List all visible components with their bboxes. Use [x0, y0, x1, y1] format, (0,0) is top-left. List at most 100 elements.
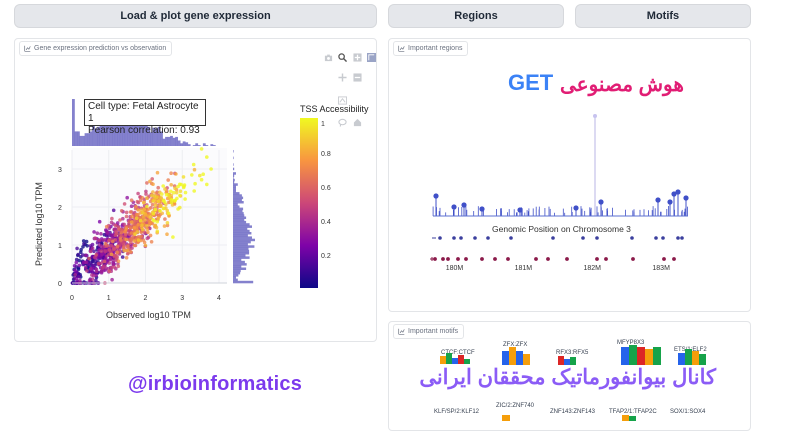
scatter-point — [183, 190, 188, 195]
scatter-point — [151, 211, 156, 216]
scatter-point — [88, 249, 93, 254]
logo-zfx — [502, 347, 530, 365]
scatter-point — [122, 248, 126, 253]
marginal-bar — [140, 123, 143, 146]
marginal-bar — [185, 142, 189, 146]
marginal-bar — [175, 136, 178, 146]
marginal-bar — [233, 236, 252, 239]
scatter-point — [150, 202, 155, 207]
x-tick-label: 4 — [217, 295, 221, 302]
scatter-point — [165, 221, 170, 225]
marginal-bar — [233, 280, 254, 284]
lasso-icon[interactable] — [338, 118, 347, 127]
scatter-point — [121, 216, 125, 221]
scatter-point — [76, 252, 80, 257]
y-axis-label: Predicted log10 TPM — [34, 182, 44, 266]
scatter-point — [178, 193, 182, 198]
scatter-point — [128, 210, 133, 214]
scatter-point — [205, 155, 209, 159]
regions-button[interactable]: Regions — [388, 4, 564, 28]
watermark-handle: @irbioinformatics — [128, 373, 303, 395]
panel-tag: Important regions — [393, 41, 469, 56]
region-x-tick-label: 183M — [652, 265, 670, 272]
marginal-bar — [114, 118, 118, 146]
scatter-point — [115, 250, 119, 254]
scatter-point — [135, 219, 139, 223]
marginal-bar — [233, 194, 242, 197]
scatter-point — [140, 195, 144, 200]
reset-axes-icon[interactable] — [338, 96, 347, 105]
track-dot — [441, 257, 445, 261]
scatter-point — [152, 219, 156, 223]
colorbar — [300, 118, 318, 288]
autoscale-icon[interactable] — [367, 53, 376, 62]
scatter-point — [81, 253, 85, 257]
load-plot-button[interactable]: Load & plot gene expression — [14, 4, 377, 28]
marginal-bar — [109, 118, 113, 146]
y-tick-label: 1 — [58, 243, 62, 250]
scatter-point — [152, 194, 156, 198]
scatter-point — [122, 202, 127, 206]
scatter-point — [163, 200, 167, 204]
zoom-out-icon[interactable] — [353, 73, 362, 82]
scatter-point — [173, 198, 177, 203]
scatter-point — [153, 207, 158, 212]
scatter-point — [111, 208, 116, 213]
scatter-point — [79, 250, 83, 255]
regions-panel: Important regions — [388, 38, 751, 312]
zoom-in-icon[interactable] — [353, 53, 362, 62]
region-dot — [671, 191, 677, 197]
scatter-point — [124, 232, 128, 237]
scatter-point — [111, 239, 115, 244]
panel-tag-label: Important regions — [408, 45, 463, 52]
track-dot — [456, 257, 460, 261]
scatter-point — [132, 239, 137, 243]
zoom-icon[interactable] — [338, 53, 347, 62]
scatter-point — [129, 250, 133, 254]
marginal-bar — [233, 212, 244, 215]
scatter-point — [90, 277, 95, 281]
track-dot — [534, 257, 538, 261]
scatter-point — [89, 267, 93, 271]
scatter-point — [93, 236, 98, 240]
region-x-tick-label: 181M — [515, 265, 533, 272]
regions-chart: Genomic Position on Chromosome 3 180M 181… — [430, 114, 689, 272]
marginal-bar — [233, 227, 248, 231]
marginal-bar — [233, 240, 251, 244]
marginal-bar — [117, 121, 121, 146]
pan-icon[interactable] — [338, 73, 347, 82]
scatter-point — [139, 230, 143, 234]
camera-icon[interactable] — [324, 53, 333, 62]
scatter-point — [132, 243, 137, 248]
marginal-bar — [74, 131, 78, 146]
marginal-bar — [233, 258, 242, 262]
marginal-bar — [233, 276, 236, 279]
marginal-bar — [233, 223, 250, 226]
scatter-point — [104, 224, 109, 229]
scatter-point — [145, 196, 149, 200]
scatter-point — [118, 236, 123, 240]
home-icon[interactable] — [353, 118, 362, 127]
scatter-point — [165, 232, 169, 236]
panel-tag: Gene expression prediction vs observatio… — [19, 41, 173, 56]
motifs-button[interactable]: Motifs — [575, 4, 751, 28]
scatter-point — [107, 239, 111, 243]
scatter-point — [192, 189, 196, 193]
scatter-point — [73, 273, 77, 277]
scatter-point — [110, 277, 114, 282]
region-dot — [433, 193, 439, 199]
region-dot — [451, 204, 457, 210]
scatter-point — [145, 181, 149, 185]
track-dot — [672, 257, 676, 261]
scatter-point — [109, 244, 113, 248]
marginal-bar — [233, 218, 245, 222]
marginal-bar — [107, 122, 110, 146]
scatter-point — [146, 230, 150, 234]
marginal-bar — [150, 132, 153, 146]
marginal-bar — [233, 203, 238, 206]
marginal-bar — [233, 271, 241, 275]
logo-bottom-zic — [502, 415, 510, 421]
marginal-bar — [233, 274, 239, 277]
track-dot — [452, 236, 456, 240]
scatter-point — [143, 243, 148, 248]
